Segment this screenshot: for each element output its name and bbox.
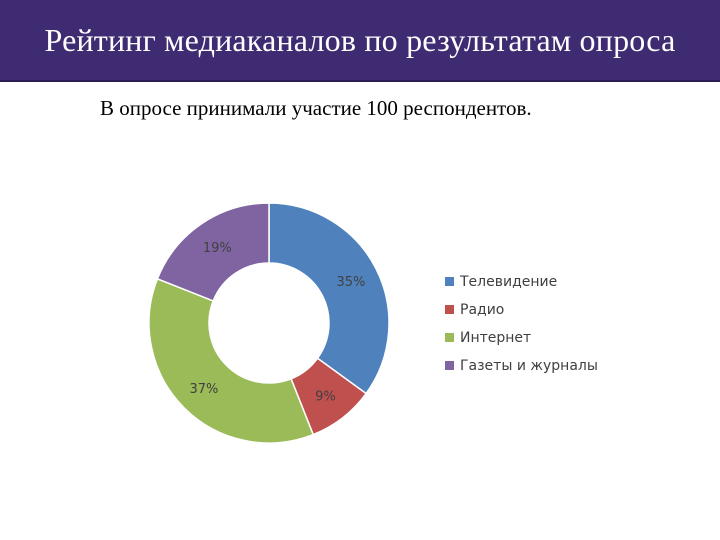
legend-label-television: Телевидение [459, 274, 557, 290]
legend-label-newspapers-magazines: Газеты и журналы [460, 358, 598, 374]
slide-title: Рейтинг медиаканалов по результатам опро… [44, 21, 676, 58]
legend-swatch-newspapers-magazines [445, 361, 454, 370]
legend-swatch-television [445, 277, 454, 286]
legend-swatch-radio [445, 305, 454, 314]
legend-label-internet: Интернет [460, 330, 531, 346]
data-label-newspapers-magazines: 19% [203, 241, 232, 256]
data-label-radio: 9% [315, 390, 336, 405]
data-label-television: 35% [337, 275, 366, 290]
slice-internet [148, 277, 315, 444]
survey-note: В опросе принимали участие 100 респонден… [100, 96, 532, 120]
legend-label-radio: Радио [460, 302, 504, 318]
slice-television [268, 202, 390, 395]
slice-newspapers-magazines [156, 202, 270, 302]
legend-swatch-internet [445, 333, 454, 342]
data-label-internet: 37% [189, 382, 218, 397]
title-bar [0, 0, 720, 82]
